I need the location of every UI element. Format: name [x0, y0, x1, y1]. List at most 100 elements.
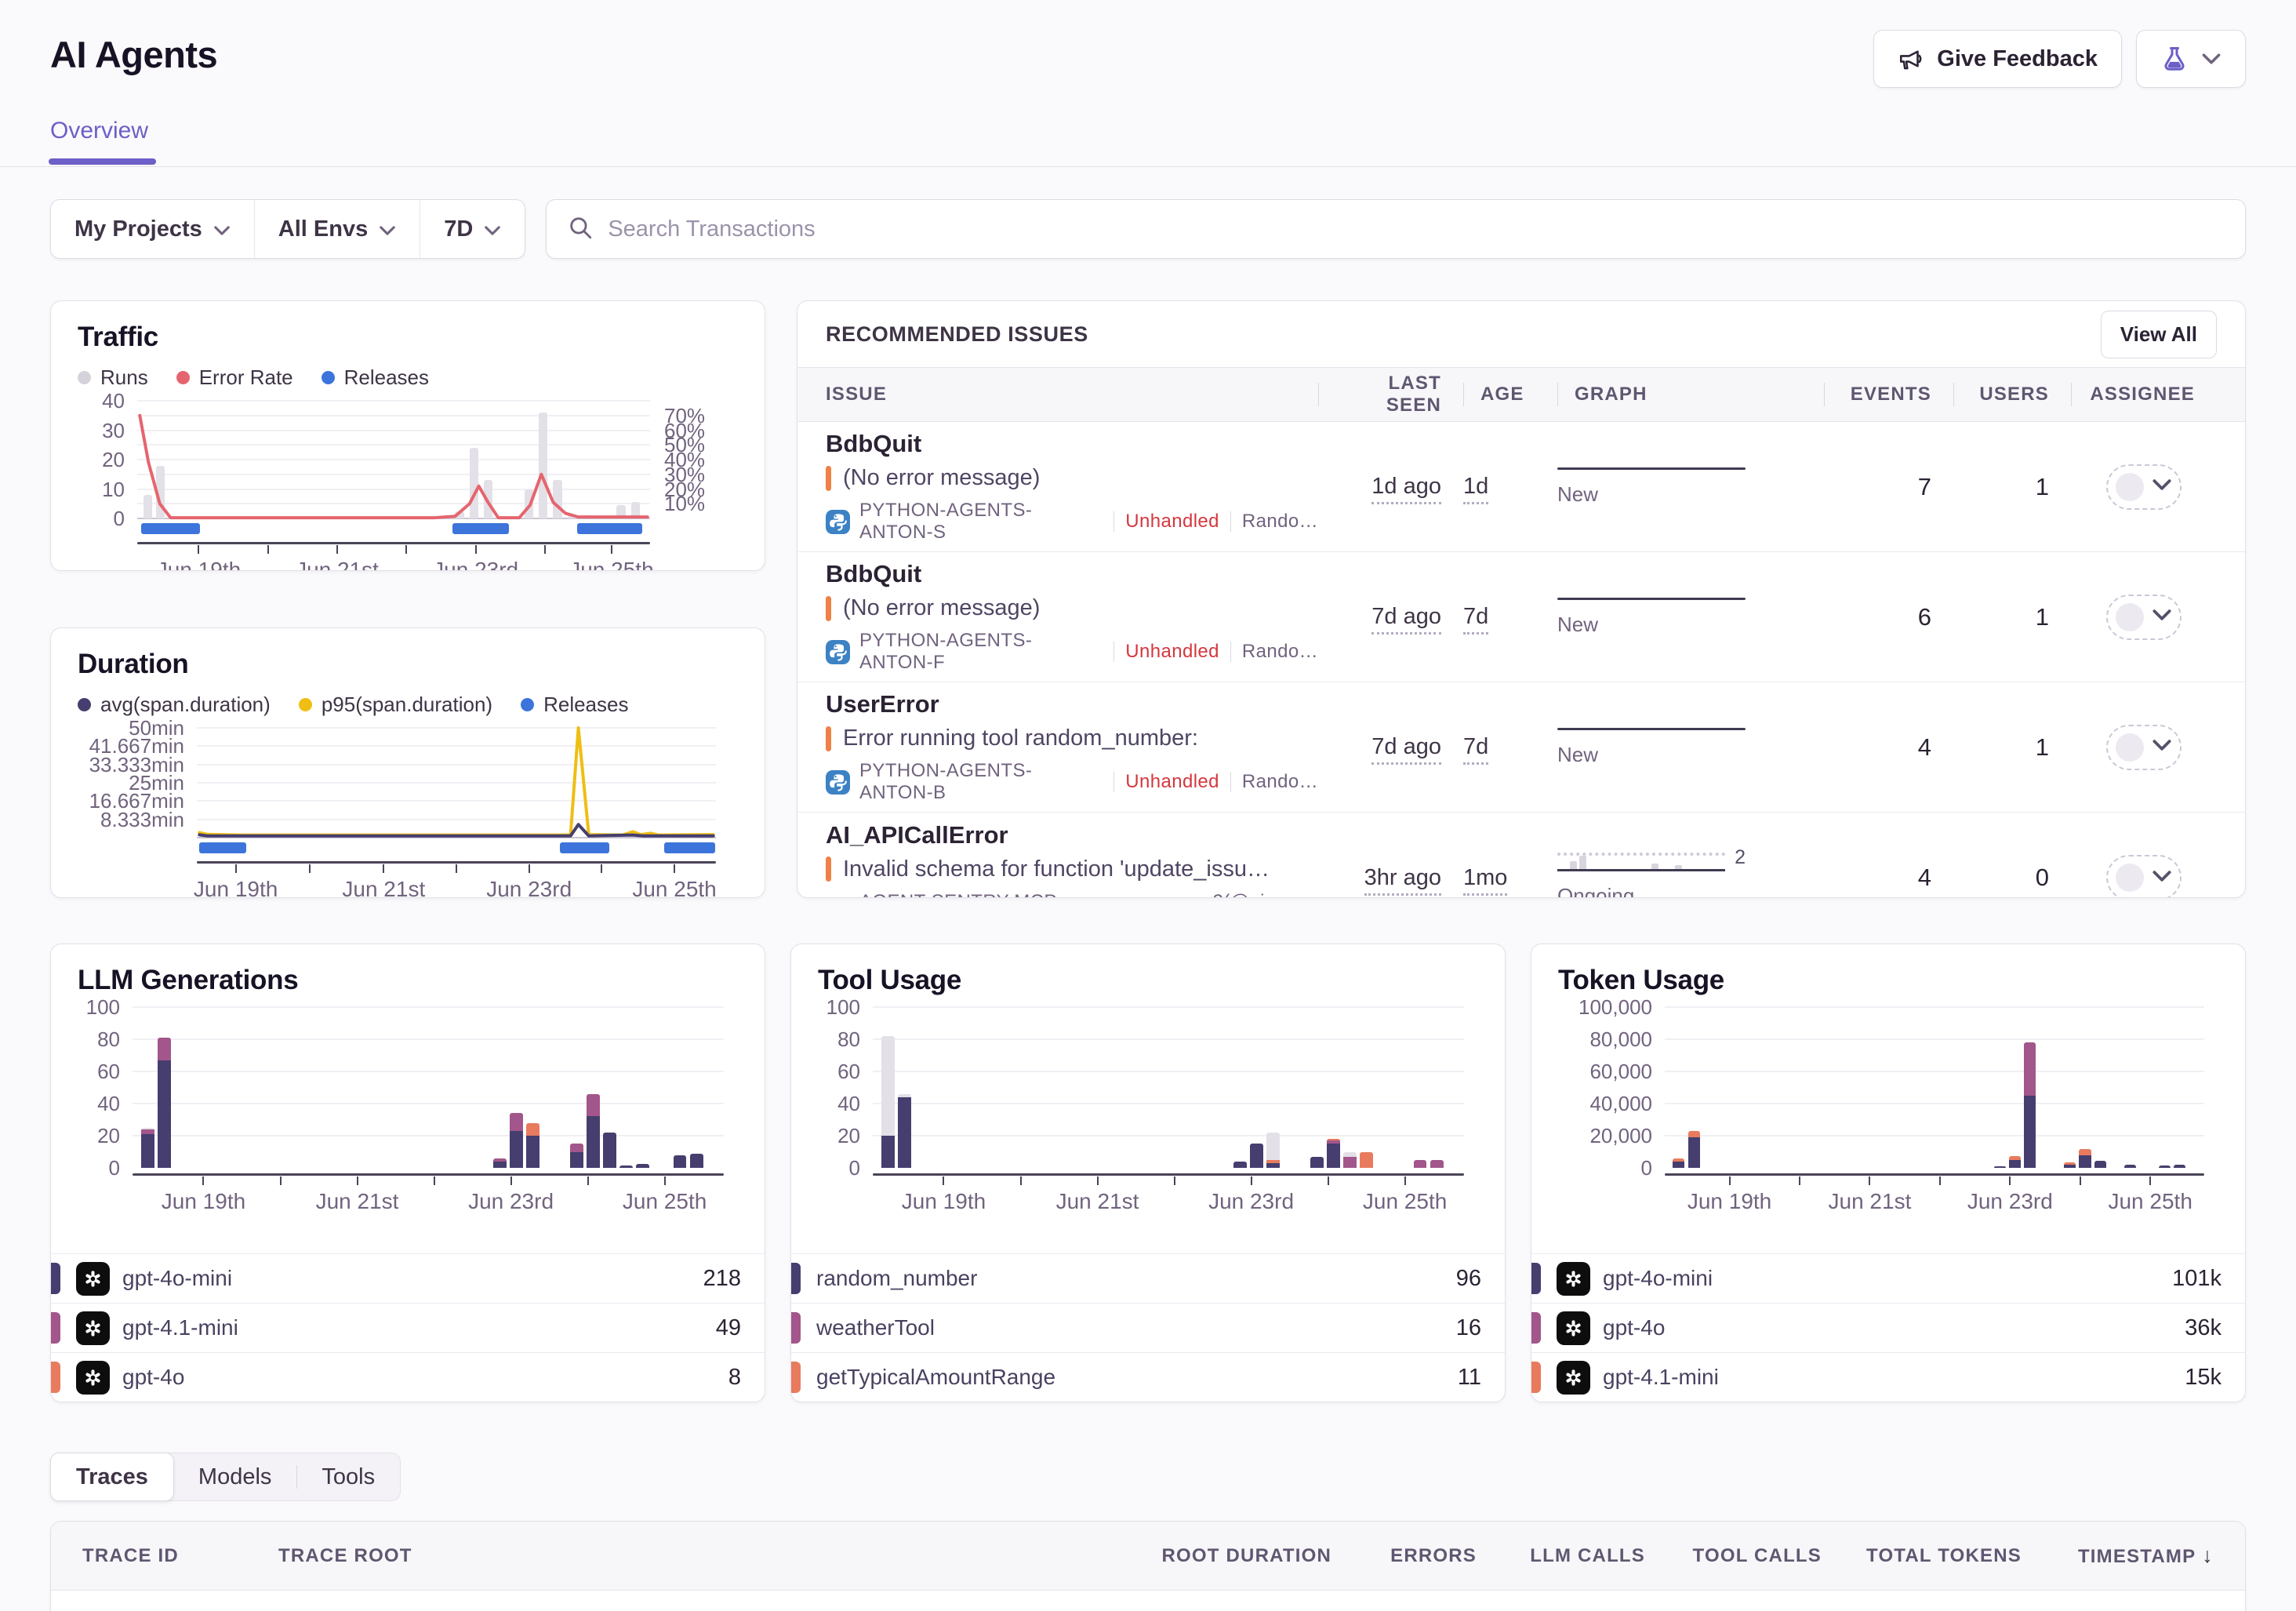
- legend-item-gpt-4.1-mini[interactable]: gpt-4.1-mini15k: [1531, 1352, 2245, 1402]
- give-feedback-label: Give Feedback: [1937, 46, 2098, 72]
- filter-item-7d[interactable]: 7D: [420, 200, 525, 258]
- issue-title[interactable]: BdbQuit: [826, 560, 1318, 588]
- llm-legend: gpt-4o-mini218gpt-4.1-mini49gpt-4o8: [51, 1253, 765, 1402]
- legend-item[interactable]: p95(span.duration): [299, 693, 492, 717]
- project-slug: PYTHON-AGENTS-ANTON-F: [859, 630, 1103, 674]
- filter-label: All Envs: [278, 216, 368, 242]
- issue-users-count: 1: [1953, 603, 2071, 631]
- issue-extra-tag: 2(@ai-sdk…: [1212, 891, 1318, 899]
- x-axis-label: Jun 19th: [902, 1189, 986, 1214]
- issue-row[interactable]: BdbQuit(No error message)PYTHON-AGENTS-A…: [797, 422, 2245, 552]
- release-band[interactable]: [560, 842, 609, 853]
- tokens-title: Token Usage: [1558, 965, 2218, 996]
- filter-item-my-projects[interactable]: My Projects: [51, 200, 254, 258]
- search-input[interactable]: [608, 216, 2225, 242]
- release-band[interactable]: [452, 523, 509, 534]
- llm-generations-panel: LLM GenerationsJun 19thJun 21stJun 23rdJ…: [50, 944, 765, 1402]
- legend-item-gpt-4.1-mini[interactable]: gpt-4.1-mini49: [51, 1303, 765, 1352]
- chevron-down-icon: [213, 216, 231, 242]
- x-axis-label: Jun 25th: [623, 1189, 707, 1214]
- release-band[interactable]: [577, 523, 642, 534]
- issue-graph-label: New: [1557, 482, 1746, 507]
- issue-row[interactable]: BdbQuit(No error message)PYTHON-AGENTS-A…: [797, 552, 2245, 682]
- experiments-button[interactable]: [2136, 30, 2246, 88]
- chart-plot: [137, 401, 650, 518]
- series-color-swatch: [51, 1312, 60, 1344]
- trace-column-root-duration[interactable]: ROOT DURATION: [1120, 1545, 1331, 1567]
- issue-last-seen: 3hr ago: [1318, 865, 1463, 891]
- chart-bar: [1994, 1166, 2006, 1168]
- legend-item-gpt-4o-mini[interactable]: gpt-4o-mini218: [51, 1253, 765, 1303]
- issue-cell: BdbQuit(No error message)PYTHON-AGENTS-A…: [826, 430, 1318, 544]
- y-axis-label: 50min: [78, 716, 184, 740]
- assignee-dropdown[interactable]: [2106, 725, 2182, 770]
- x-axis-label: Jun 19th: [157, 558, 241, 571]
- legend-item[interactable]: Releases: [521, 693, 628, 717]
- release-band[interactable]: [664, 842, 715, 853]
- chevron-down-icon: [2152, 739, 2172, 755]
- trace-column-tool-calls[interactable]: TOOL CALLS: [1645, 1545, 1822, 1567]
- legend-dot-icon: [299, 698, 312, 711]
- series-color-swatch: [51, 1362, 60, 1393]
- issue-users-count: 1: [1953, 733, 2071, 762]
- legend-item-random_number[interactable]: random_number96: [791, 1253, 1505, 1303]
- issue-row[interactable]: AI_APICallErrorInvalid schema for functi…: [797, 813, 2245, 898]
- trace-column-timestamp[interactable]: TIMESTAMP↓: [2022, 1544, 2214, 1568]
- y-axis-label: 20: [818, 1124, 860, 1147]
- view-all-button[interactable]: View All: [2101, 311, 2217, 358]
- chart-bar: [1250, 1144, 1263, 1168]
- tab-overview[interactable]: Overview: [50, 118, 148, 165]
- x-axis: [137, 542, 650, 544]
- legend-item-gpt-4o-mini[interactable]: gpt-4o-mini101k: [1531, 1253, 2245, 1303]
- issue-title[interactable]: AI_APICallError: [826, 821, 1318, 849]
- tab-tools[interactable]: Tools: [296, 1453, 400, 1500]
- trace-column-errors[interactable]: ERRORS: [1331, 1545, 1477, 1567]
- error-level-icon: [826, 466, 831, 491]
- assignee-dropdown[interactable]: [2106, 595, 2182, 640]
- series-value: 101k: [2172, 1266, 2222, 1292]
- issue-project-row: AGENT-SENTRY-MCP-OUnhandled2(@ai-sdk…: [826, 891, 1318, 899]
- token-usage-panel: Token UsageJun 19thJun 21stJun 23rdJun 2…: [1531, 944, 2246, 1402]
- assignee-dropdown[interactable]: [2106, 855, 2182, 898]
- project-slug: AGENT-SENTRY-MCP-O: [859, 891, 1074, 899]
- chart-bar: [2024, 1042, 2036, 1168]
- series-value: 36k: [2185, 1315, 2222, 1341]
- openai-icon: [1557, 1262, 1590, 1296]
- release-band[interactable]: [141, 523, 200, 534]
- release-band[interactable]: [199, 842, 246, 853]
- trace-column-total-tokens[interactable]: TOTAL TOKENS: [1822, 1545, 2022, 1567]
- issue-graph-line: [1557, 467, 1746, 470]
- give-feedback-button[interactable]: Give Feedback: [1873, 30, 2122, 88]
- issue-last-seen: 7d ago: [1318, 734, 1463, 760]
- search-icon: [567, 214, 594, 245]
- trace-column-trace-root[interactable]: TRACE ROOT: [278, 1545, 1120, 1567]
- trace-column-trace-id[interactable]: TRACE ID: [82, 1545, 278, 1567]
- legend-item-gpt-4o[interactable]: gpt-4o36k: [1531, 1303, 2245, 1352]
- legend-item-gpt-4o[interactable]: gpt-4o8: [51, 1352, 765, 1402]
- issue-graph-value: 2: [1735, 846, 1746, 869]
- chart-plot: [197, 728, 716, 838]
- trace-column-llm-calls[interactable]: LLM CALLS: [1477, 1545, 1645, 1567]
- assignee-dropdown[interactable]: [2106, 464, 2182, 510]
- filter-item-all-envs[interactable]: All Envs: [254, 200, 420, 258]
- legend-item-weatherTool[interactable]: weatherTool16: [791, 1303, 1505, 1352]
- x-axis-label: Jun 21st: [316, 1189, 399, 1214]
- issue-title[interactable]: UserError: [826, 690, 1318, 718]
- issue-row[interactable]: UserErrorError running tool random_numbe…: [797, 682, 2245, 813]
- top-actions: Give Feedback: [1873, 30, 2246, 88]
- legend-item[interactable]: Releases: [322, 365, 429, 390]
- issue-events-count: 4: [1824, 864, 1953, 892]
- chart-bar: [2009, 1156, 2021, 1168]
- traces-table-panel: TRACE IDTRACE ROOTROOT DURATIONERRORSLLM…: [50, 1521, 2246, 1611]
- tab-traces[interactable]: Traces: [50, 1453, 174, 1501]
- issue-title[interactable]: BdbQuit: [826, 430, 1318, 458]
- chart-bar: [1673, 1158, 1684, 1168]
- legend-item-getTypicalAmountRange[interactable]: getTypicalAmountRange11: [791, 1352, 1505, 1402]
- legend-item[interactable]: Error Rate: [176, 365, 293, 390]
- legend-item[interactable]: avg(span.duration): [78, 693, 271, 717]
- y-axis-label: 100,000: [1558, 995, 1652, 1019]
- legend-item[interactable]: Runs: [78, 365, 148, 390]
- tab-models[interactable]: Models: [173, 1453, 297, 1500]
- y-axis-label: 0: [818, 1156, 860, 1180]
- project-slug: PYTHON-AGENTS-ANTON-S: [859, 500, 1103, 544]
